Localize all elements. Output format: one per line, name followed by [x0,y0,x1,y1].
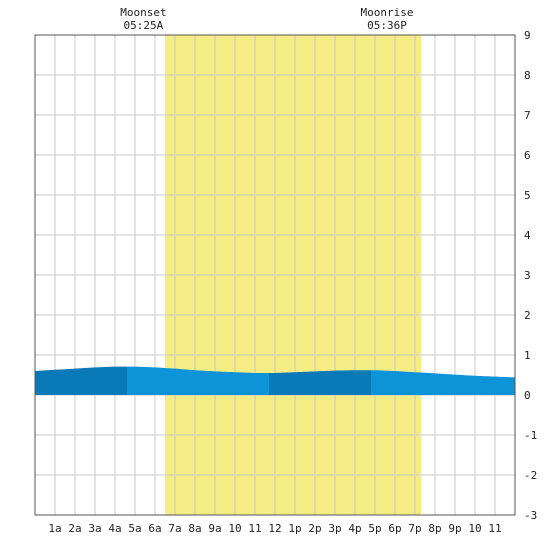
y-tick-label: 1 [524,349,531,362]
x-tick-label: 7p [408,522,421,535]
tide-area-segment [371,370,515,395]
y-tick-label: 3 [524,269,531,282]
x-tick-label: 12 [268,522,281,535]
x-tick-label: 8a [188,522,201,535]
annotation-time: 05:36P [367,19,407,32]
y-tick-label: 6 [524,149,531,162]
x-tick-label: 2p [308,522,321,535]
y-tick-label: 0 [524,389,531,402]
tide-area-layer [35,366,515,395]
x-tick-label: 7a [168,522,181,535]
y-tick-label: 8 [524,69,531,82]
y-tick-label: 7 [524,109,531,122]
x-tick-label: 6a [148,522,161,535]
y-tick-label: -2 [524,469,537,482]
y-tick-label: -3 [524,509,537,522]
x-tick-label: 8p [428,522,441,535]
annotation-time: 05:25A [124,19,164,32]
y-tick-label: 4 [524,229,531,242]
x-tick-label: 4p [348,522,361,535]
y-tick-label: -1 [524,429,537,442]
y-tick-label: 9 [524,29,531,42]
x-tick-label: 5a [128,522,141,535]
x-tick-label: 3a [88,522,101,535]
x-tick-label: 4a [108,522,121,535]
annotation-label: Moonset [120,6,166,19]
x-tick-label: 6p [388,522,401,535]
y-tick-label: 2 [524,309,531,322]
tide-area-segment [35,366,127,395]
x-tick-label: 9p [448,522,461,535]
x-tick-label: 10 [468,522,481,535]
tide-area-segment [269,370,371,395]
x-tick-label: 1a [48,522,61,535]
tide-area-segment [127,366,269,395]
grid-layer [34,34,516,516]
x-tick-label: 11 [248,522,261,535]
y-tick-label: 5 [524,189,531,202]
annotation-label: Moonrise [361,6,414,19]
x-tick-label: 5p [368,522,381,535]
x-tick-label: 11 [488,522,501,535]
x-tick-label: 10 [228,522,241,535]
x-tick-label: 9a [208,522,221,535]
x-tick-label: 2a [68,522,81,535]
plot-frame [34,34,516,516]
x-tick-label: 1p [288,522,301,535]
x-tick-label: 3p [328,522,341,535]
